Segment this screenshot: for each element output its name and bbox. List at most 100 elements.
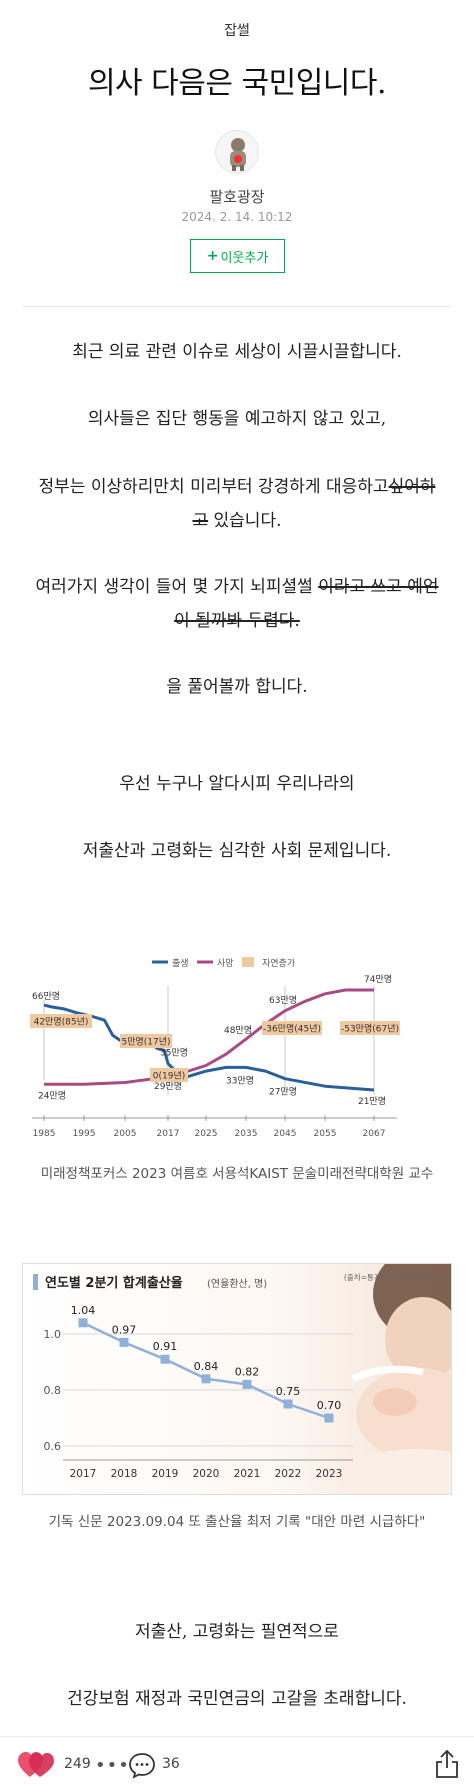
author-avatar[interactable] xyxy=(215,130,259,174)
comment-count: 36 xyxy=(162,1756,180,1772)
paragraph-4: 여러가지 생각이 들어 몇 가지 뇌피셜썰 이라고 쓰고 예언 이 될까봐 두렵… xyxy=(22,570,452,638)
x-tick-label: 2025 xyxy=(195,1129,218,1139)
natural-increase-box xyxy=(340,1021,400,1035)
chart-title: 연도별 2분기 합계출산율 xyxy=(45,1275,183,1291)
paragraph-4-text: 여러가지 생각이 들어 몇 가지 뇌피셜썰 xyxy=(35,577,319,597)
x-tick-label: 2023 xyxy=(316,1468,343,1480)
x-tick-label: 2017 xyxy=(157,1129,180,1139)
caption-1: 미래정책포커스 2023 여름호 서용석KAIST 문술미래전략대학원 교수 xyxy=(40,1166,434,1182)
x-tick-label: 2021 xyxy=(234,1468,261,1480)
paragraph-5: 을 풀어볼까 합니다. xyxy=(166,677,308,697)
paragraph-8: 저출산, 고령화는 필연적으로 xyxy=(135,1622,339,1642)
x-tick-label: 2018 xyxy=(111,1468,138,1480)
x-tick-label: 2035 xyxy=(235,1129,258,1139)
x-tick-label: 2067 xyxy=(363,1129,386,1139)
plus-icon: + xyxy=(206,248,219,264)
y-tick-label: 0.8 xyxy=(44,1384,62,1397)
more-icon[interactable]: ••• xyxy=(95,1755,130,1776)
series-line-사망 xyxy=(44,988,374,1086)
x-tick-label: 2022 xyxy=(275,1468,302,1480)
data-label: 1.04 xyxy=(71,1304,96,1317)
data-point xyxy=(160,1354,170,1364)
data-label: 33만명 xyxy=(226,1075,254,1086)
data-point xyxy=(201,1374,211,1384)
natural-increase-box xyxy=(120,1034,172,1048)
chart-subtitle: (연율환산, 명) xyxy=(207,1278,267,1290)
like-count: 249 xyxy=(64,1756,91,1772)
population-chart-svg: 출생 사망 자연증가 1985 1995 2005 2017 2025 2035 2045 2055… xyxy=(30,957,400,1139)
data-label: 29만명 xyxy=(154,1081,182,1092)
paragraph-4-strike-b: 이 될까봐 두렵다. xyxy=(174,611,300,631)
population-chart[interactable]: 출생 사망 자연증가 1985 1995 2005 2017 2025 2035 2045 2055… xyxy=(22,950,452,1150)
legend-label: 사망 xyxy=(217,958,234,969)
follow-label: 이웃추가 xyxy=(220,250,269,266)
x-tick-label: 1985 xyxy=(33,1129,56,1139)
y-tick-label: 0.6 xyxy=(44,1440,62,1453)
paragraph-6: 우선 누구나 알다시피 우리나라의 xyxy=(119,774,355,794)
divider xyxy=(23,306,451,307)
data-label: 48만명 xyxy=(224,1025,252,1036)
bottom-action-bar: 249 ••• 36 xyxy=(0,1736,474,1792)
title-bar xyxy=(33,1274,38,1290)
x-tick-label: 2055 xyxy=(314,1129,337,1139)
legend-label: 출생 xyxy=(172,958,189,969)
x-tick-label: 2017 xyxy=(70,1468,97,1480)
caption-2: 기독 신문 2023.09.04 또 출산율 최저 기록 "대안 마련 시급하다… xyxy=(48,1514,426,1530)
data-label: 27만명 xyxy=(269,1087,297,1098)
avatar-figure-icon xyxy=(230,138,246,171)
x-tick-label: 2045 xyxy=(274,1129,297,1139)
data-point xyxy=(324,1413,334,1423)
paragraph-4-strike-a: 이라고 쓰고 예언 xyxy=(318,577,439,597)
data-label: 0.82 xyxy=(235,1365,260,1378)
natural-increase-label: 5만명(17년) xyxy=(121,1037,170,1048)
data-label: 66만명 xyxy=(32,991,60,1002)
data-point xyxy=(242,1379,252,1389)
paragraph-9: 건강보험 재정과 국민연금의 고갈을 초래합니다. xyxy=(67,1689,407,1709)
natural-increase-label: -53만명(67년) xyxy=(341,1024,399,1035)
natural-increase-box xyxy=(30,1014,92,1028)
fertility-chart[interactable]: 연도별 2분기 합계출산율 (연율환산, 명) (출처=통계청, 그래픽=우한나) 1… xyxy=(22,1263,452,1495)
y-tick-label: 1.0 xyxy=(44,1328,62,1341)
data-label: 0.70 xyxy=(317,1399,342,1412)
natural-increase-label: -36만명(45년) xyxy=(263,1024,321,1035)
paragraph-3-text-a: 정부는 이상하리만치 미리부터 강경하게 대응하고 xyxy=(38,477,389,497)
data-point xyxy=(78,1318,88,1328)
paragraph-3-strike-b: 고 xyxy=(192,511,209,531)
follow-button[interactable]: + 이웃추가 xyxy=(190,239,285,273)
data-label: 0.75 xyxy=(276,1385,301,1398)
x-tick-label: 2019 xyxy=(152,1468,179,1480)
paragraph-3: 정부는 이상하리만치 미리부터 강경하게 대응하고싶어하 고 있습니다. xyxy=(22,470,452,538)
heart-icon[interactable] xyxy=(18,1751,54,1779)
x-tick-label: 2005 xyxy=(114,1129,137,1139)
paragraph-3-text-b: 있습니다. xyxy=(208,511,282,531)
share-icon[interactable] xyxy=(434,1749,460,1779)
fertility-chart-svg: 연도별 2분기 합계출산율 (연율환산, 명) (출처=통계청, 그래픽=우한나) 1… xyxy=(23,1264,451,1494)
data-label: 0.84 xyxy=(194,1360,219,1373)
natural-increase-label: 0(19년) xyxy=(153,1071,185,1082)
data-label: 0.97 xyxy=(112,1323,137,1336)
data-point xyxy=(119,1337,129,1347)
author-name[interactable]: 팔호광장 xyxy=(209,188,265,206)
natural-increase-box xyxy=(262,1021,322,1035)
data-point xyxy=(283,1399,293,1409)
data-label: 63만명 xyxy=(269,995,297,1006)
paragraph-1: 최근 의료 관련 이슈로 세상이 시끌시끌합니다. xyxy=(72,342,402,362)
legend-swatch xyxy=(242,957,254,967)
data-label: 21만명 xyxy=(358,1096,386,1107)
comment-icon[interactable] xyxy=(128,1751,156,1779)
paragraph-3-strike-a: 싶어하 xyxy=(388,477,436,497)
natural-increase-box xyxy=(150,1068,188,1082)
mother-baby-photo xyxy=(338,1264,451,1494)
paragraph-2: 의사들은 집단 행동을 예고하지 않고 있고, xyxy=(87,409,387,429)
post-title: 의사 다음은 국민입니다. xyxy=(87,66,387,101)
natural-increase-label: 42만명(85년) xyxy=(34,1017,89,1028)
series-line-출생 xyxy=(43,1003,375,1092)
post-category[interactable]: 잡썰 xyxy=(224,23,250,39)
x-tick-label: 2020 xyxy=(193,1468,220,1480)
paragraph-7: 저출산과 고령화는 심각한 사회 문제입니다. xyxy=(82,841,392,861)
x-tick-label: 1995 xyxy=(73,1129,96,1139)
data-label: 24만명 xyxy=(38,1090,66,1101)
data-label: 74만명 xyxy=(364,974,392,985)
data-label: 0.91 xyxy=(153,1340,178,1353)
legend-label: 자연증가 xyxy=(262,958,295,969)
